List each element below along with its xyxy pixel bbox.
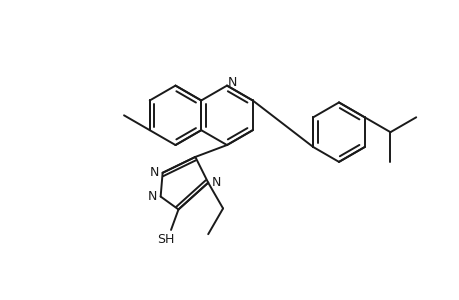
Text: SH: SH bbox=[157, 233, 174, 246]
Text: N: N bbox=[211, 176, 220, 189]
Text: N: N bbox=[150, 166, 159, 179]
Text: N: N bbox=[148, 190, 157, 203]
Text: N: N bbox=[228, 76, 237, 89]
